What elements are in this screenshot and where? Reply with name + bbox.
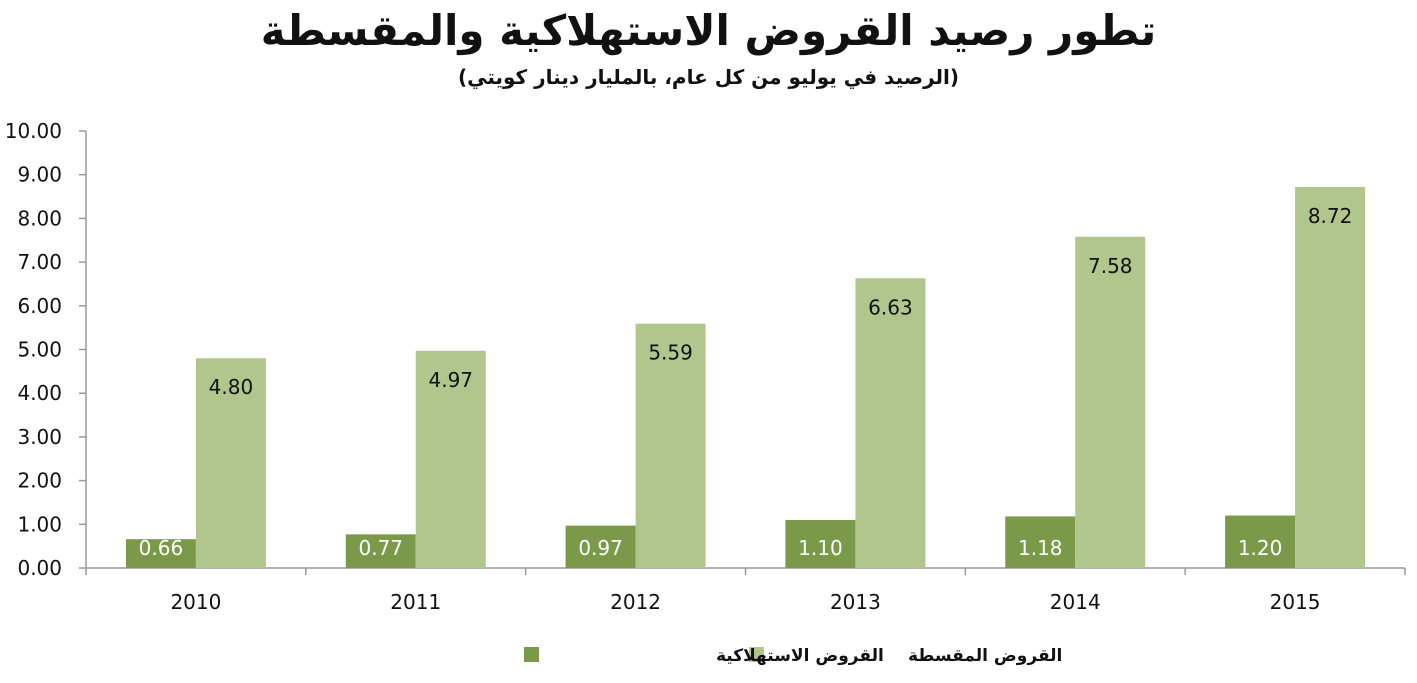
y-tick-label: 3.00 <box>17 425 62 449</box>
legend-label-installment: القروض المقسطة <box>908 646 1062 666</box>
data-label-installment: 8.72 <box>1308 204 1353 228</box>
bar-installment-loans <box>195 358 266 568</box>
x-tick-label: 2012 <box>610 590 661 614</box>
bar-consumer-loans <box>125 539 196 568</box>
data-label-installment: 6.63 <box>868 295 913 319</box>
data-label-installment: 4.97 <box>428 368 473 392</box>
data-label-consumer: 0.97 <box>578 536 623 560</box>
x-tick-label: 2013 <box>830 590 881 614</box>
data-label-installment: 7.58 <box>1088 254 1133 278</box>
data-label-consumer: 1.18 <box>1018 536 1063 560</box>
y-tick-label: 7.00 <box>17 250 62 274</box>
x-tick-label: 2010 <box>170 590 221 614</box>
legend-label-consumer: القروض الاستهلاكية <box>716 646 884 666</box>
bar-consumer-loans <box>785 519 856 568</box>
chart-title: تطور رصيد القروض الاستهلاكية والمقسطة <box>260 6 1157 55</box>
legend-swatch-consumer <box>524 647 539 662</box>
bar-installment-loans <box>855 278 926 568</box>
y-tick-label: 6.00 <box>17 294 62 318</box>
data-label-consumer: 0.66 <box>139 536 184 560</box>
y-tick-label: 2.00 <box>17 469 62 493</box>
bar-consumer-loans <box>345 534 416 568</box>
bar-installment-loans <box>415 350 486 568</box>
bar-consumer-loans <box>1005 516 1076 568</box>
x-tick-label: 2011 <box>390 590 441 614</box>
y-tick-label: 9.00 <box>17 163 62 187</box>
bar-installment-loans <box>635 323 706 568</box>
data-label-consumer: 0.77 <box>358 536 403 560</box>
data-label-consumer: 1.20 <box>1238 536 1283 560</box>
y-tick-label: 1.00 <box>17 512 62 536</box>
bar-installment-loans <box>1075 236 1146 568</box>
y-tick-label: 5.00 <box>17 338 62 362</box>
data-label-installment: 4.80 <box>209 375 254 399</box>
data-label-installment: 5.59 <box>648 341 693 365</box>
data-label-consumer: 1.10 <box>798 536 843 560</box>
bar-installment-loans <box>1295 186 1366 568</box>
y-tick-label: 0.00 <box>17 556 62 580</box>
legend-swatch-installment <box>749 647 764 662</box>
y-tick-label: 4.00 <box>17 381 62 405</box>
x-tick-label: 2014 <box>1050 590 1101 614</box>
chart-subtitle: (الرصيد في يوليو من كل عام، بالمليار دين… <box>457 65 960 89</box>
x-tick-label: 2015 <box>1270 590 1321 614</box>
bar-consumer-loans <box>1225 515 1296 568</box>
y-tick-label: 10.00 <box>5 119 62 143</box>
y-tick-label: 8.00 <box>17 206 62 230</box>
bar-consumer-loans <box>565 525 636 568</box>
